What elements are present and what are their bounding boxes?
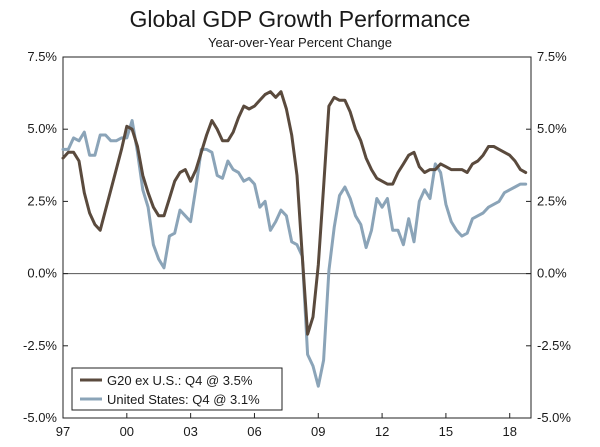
x-tick-label: 97 bbox=[56, 424, 70, 439]
y-tick-label-left: -5.0% bbox=[23, 410, 57, 425]
chart-subtitle: Year-over-Year Percent Change bbox=[207, 35, 393, 50]
y-tick-label-left: 2.5% bbox=[27, 193, 57, 208]
legend-label-united-states: United States: Q4 @ 3.1% bbox=[107, 392, 260, 407]
legend-box bbox=[71, 367, 283, 411]
x-tick-label: 00 bbox=[120, 424, 134, 439]
y-tick-label-left: 7.5% bbox=[27, 49, 57, 64]
series-line-g20-ex-us bbox=[61, 90, 528, 336]
y-tick-label-right: -2.5% bbox=[537, 338, 571, 353]
y-tick-label-right: 7.5% bbox=[537, 49, 567, 64]
x-tick-label: 12 bbox=[375, 424, 389, 439]
y-tick-label-right: 5.0% bbox=[537, 121, 567, 136]
x-tick-label: 18 bbox=[502, 424, 516, 439]
y-tick-label-left: 0.0% bbox=[27, 266, 57, 281]
plot-frame bbox=[62, 56, 532, 419]
chart-title: Global GDP Growth Performance bbox=[129, 6, 471, 32]
x-tick-label: 09 bbox=[311, 424, 325, 439]
x-tick-label: 15 bbox=[439, 424, 453, 439]
axes: 7.5% 7.5% 5.0% 5.0% 2.5% 2.5% 0.0% 0.0% -2.5% -2.… bbox=[23, 49, 571, 439]
y-tick-label-right: -5.0% bbox=[537, 410, 571, 425]
y-tick-label-left: -2.5% bbox=[23, 338, 57, 353]
series-line-united-states bbox=[61, 119, 528, 388]
x-tick-label: 03 bbox=[183, 424, 197, 439]
y-tick-label-right: 2.5% bbox=[537, 193, 567, 208]
y-tick-label-left: 5.0% bbox=[27, 121, 57, 136]
legend-label-g20-ex-us: G20 ex U.S.: Q4 @ 3.5% bbox=[107, 373, 253, 388]
y-tick-label-right: 0.0% bbox=[537, 266, 567, 281]
x-tick-label: 06 bbox=[247, 424, 261, 439]
legend: G20 ex U.S.: Q4 @ 3.5% United States: Q4 … bbox=[71, 367, 283, 411]
series-lines bbox=[61, 90, 528, 388]
